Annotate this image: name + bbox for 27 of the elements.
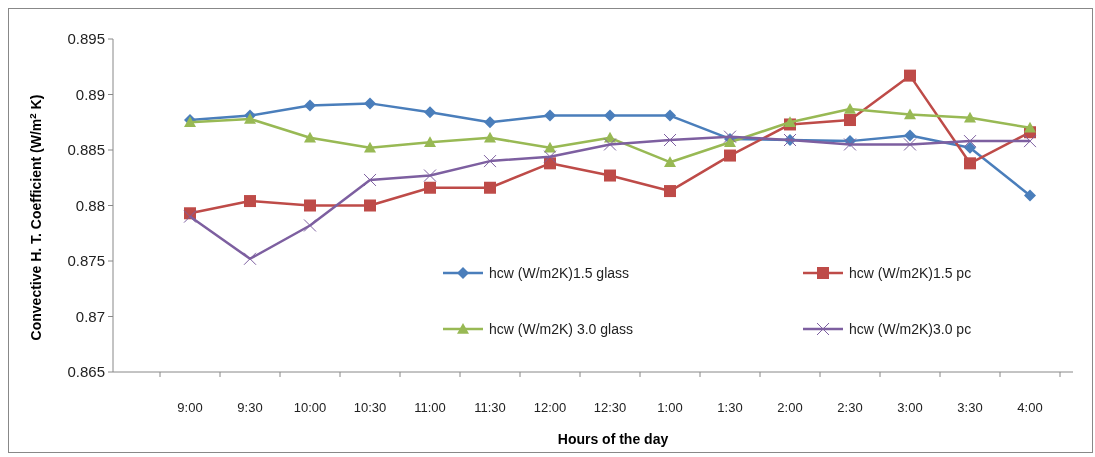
legend-label: hcw (W/m2K)1.5 glass <box>489 264 630 281</box>
x-axis-title: Hours of the day <box>557 431 669 447</box>
x-tick-label: 10:30 <box>353 400 387 415</box>
x-tick-label: 12:30 <box>593 400 627 415</box>
x-tick-label: 11:00 <box>414 400 446 415</box>
x-tick-label: 2:30 <box>837 400 863 415</box>
y-tick-label: 0.895 <box>67 30 105 48</box>
x-tick-label: 9:30 <box>237 400 263 415</box>
x-tick-label: 4:00 <box>1017 400 1043 415</box>
legend-label: hcw (W/m2K)1.5 pc <box>849 264 972 281</box>
x-tick-label: 12:00 <box>533 400 567 415</box>
y-tick-label: 0.885 <box>67 141 105 159</box>
legend-label: hcw (W/m2K)3.0 pc <box>849 320 972 337</box>
y-tick-label: 0.865 <box>67 363 105 381</box>
x-tick-label: 3:00 <box>897 400 923 415</box>
y-tick-label: 0.89 <box>75 85 105 103</box>
x-tick-label: 10:00 <box>293 400 327 415</box>
y-tick-label: 0.875 <box>67 252 105 270</box>
y-tick-label: 0.88 <box>75 196 105 214</box>
y-tick-label: 0.87 <box>75 307 105 325</box>
x-tick-label: 3:30 <box>957 400 983 415</box>
x-tick-label: 1:00 <box>657 400 683 415</box>
x-tick-label: 1:30 <box>717 400 743 415</box>
x-tick-label: 11:30 <box>474 400 506 415</box>
x-tick-label: 9:00 <box>177 400 203 415</box>
x-tick-label: 2:00 <box>777 400 803 415</box>
legend-label: hcw (W/m2K) 3.0 glass <box>489 320 633 337</box>
